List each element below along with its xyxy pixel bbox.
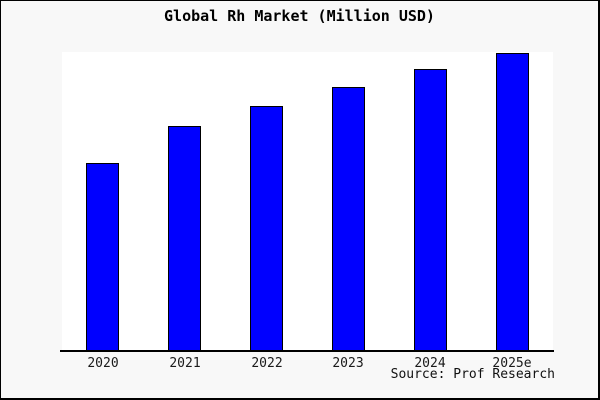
x-tick-label-2024: 2024 (414, 356, 446, 371)
x-tick-label-2022: 2022 (251, 356, 283, 371)
bar-2020 (86, 163, 119, 351)
x-tick-label-2025e: 2025e (492, 356, 532, 371)
bar-2022 (250, 106, 283, 351)
source-credit: Source: Prof Research (390, 367, 555, 382)
plot-area (62, 52, 553, 351)
bar-2021 (168, 126, 201, 351)
x-tick-label-2020: 2020 (87, 356, 119, 371)
x-tick-label-2021: 2021 (169, 356, 201, 371)
bar-2025e (496, 53, 529, 351)
chart-title: Global Rh Market (Million USD) (164, 7, 435, 25)
bar-2024 (414, 69, 447, 351)
bar-2023 (332, 87, 365, 351)
x-tick-label-2023: 2023 (332, 356, 364, 371)
x-axis-line (60, 350, 554, 352)
